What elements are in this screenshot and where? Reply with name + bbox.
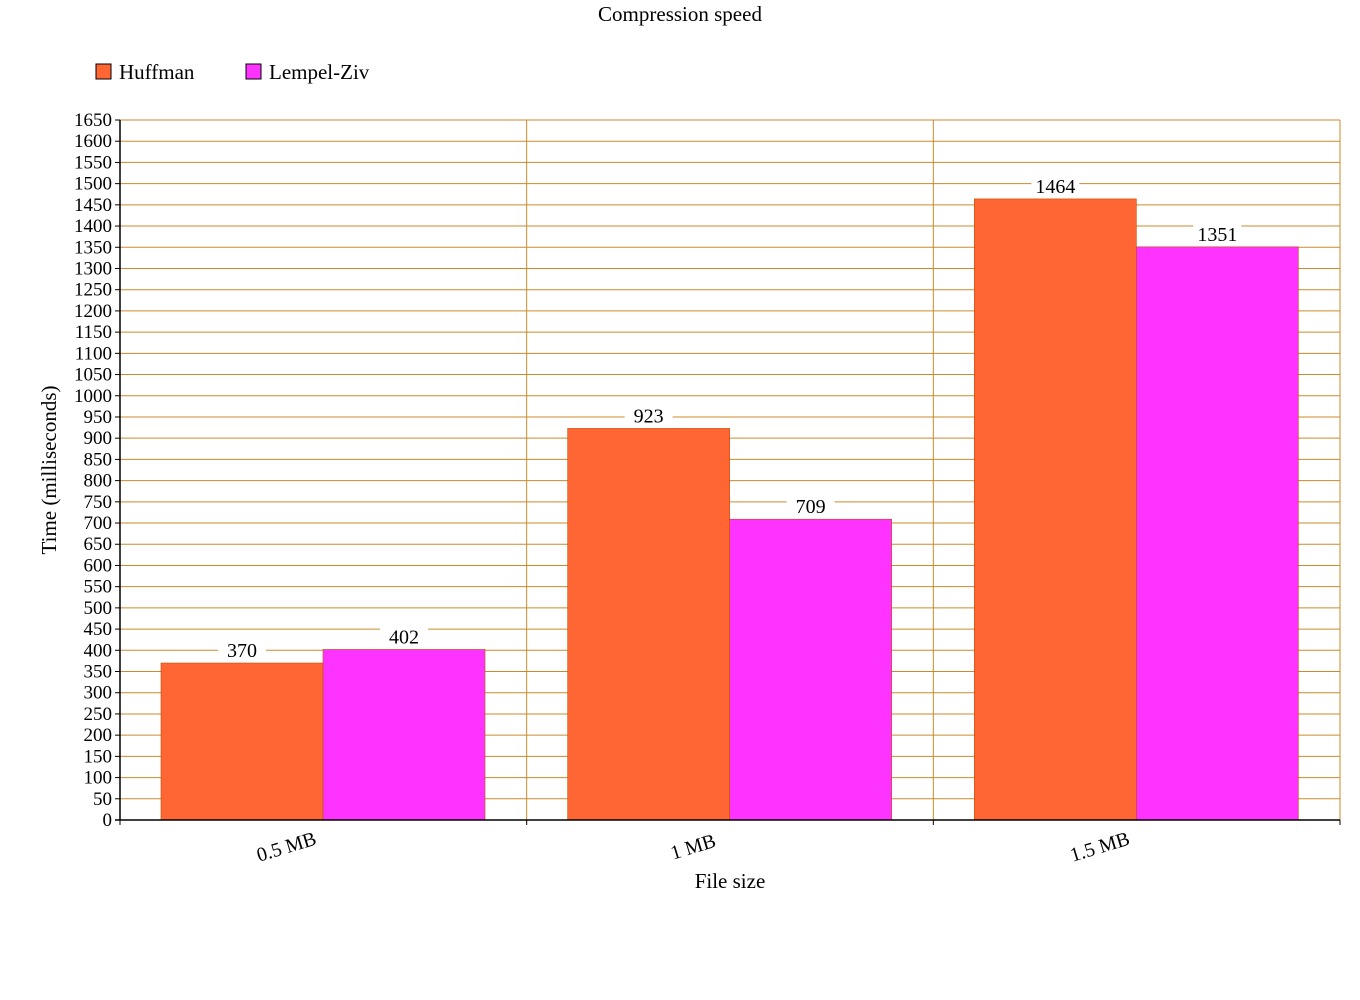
data-labels: 370 402 923 709 1464 1351 xyxy=(218,174,1242,662)
data-label-huffman-1: 923 xyxy=(634,405,664,427)
bar-huffman-2 xyxy=(974,198,1137,821)
y-tick-label-1300: 1300 xyxy=(74,258,112,279)
bar-lempel-ziv-1 xyxy=(729,518,892,821)
y-tick-label-1150: 1150 xyxy=(75,322,112,343)
data-label-huffman-2: 1464 xyxy=(1035,176,1075,198)
y-tick-label-250: 250 xyxy=(84,704,113,725)
x-axis-title: File size xyxy=(695,869,766,893)
y-tick-label-500: 500 xyxy=(84,598,113,619)
y-tick-label-800: 800 xyxy=(84,471,113,492)
data-label-bg-huffman-1 xyxy=(624,404,673,427)
y-tick-label-1650: 1650 xyxy=(74,110,112,131)
legend-item-huffman: Huffman xyxy=(95,60,195,84)
data-label-huffman-0: 370 xyxy=(227,640,257,662)
axes xyxy=(115,119,1341,825)
y-tick-label-200: 200 xyxy=(84,725,113,746)
y-tick-label-1400: 1400 xyxy=(74,216,112,237)
y-tick-label-1200: 1200 xyxy=(74,301,112,322)
chart-title: Compression speed xyxy=(598,2,762,26)
y-tick-label-950: 950 xyxy=(84,407,113,428)
bar-lempel-ziv-0 xyxy=(322,649,486,821)
y-tick-label-1000: 1000 xyxy=(74,386,112,407)
y-tick-label-1050: 1050 xyxy=(74,365,112,386)
y-tick-label-1450: 1450 xyxy=(74,195,112,216)
x-tick-label-1: 1 MB xyxy=(668,830,719,865)
y-tick-label-1500: 1500 xyxy=(74,174,112,195)
y-tick-label-1550: 1550 xyxy=(74,152,112,173)
data-label-bg-huffman-2 xyxy=(1031,174,1080,197)
data-label-lempel-ziv-1: 709 xyxy=(796,496,826,518)
x-tick-labels: 0.5 MB 1 MB 1.5 MB xyxy=(254,828,1132,867)
data-label-bg-huffman-0 xyxy=(218,639,266,662)
data-label-bg-lempel-ziv-1 xyxy=(786,495,835,518)
y-tick-label-900: 900 xyxy=(84,428,113,449)
y-tick-label-400: 400 xyxy=(84,640,113,661)
x-tick-label-2: 1.5 MB xyxy=(1067,828,1132,867)
y-tick-label-750: 750 xyxy=(84,492,113,513)
bar-huffman-1 xyxy=(567,428,730,821)
y-tick-label-550: 550 xyxy=(84,577,113,598)
data-label-lempel-ziv-0: 402 xyxy=(389,626,419,648)
data-label-bg-lempel-ziv-0 xyxy=(380,625,428,648)
data-label-lempel-ziv-2: 1351 xyxy=(1197,224,1237,246)
legend-item-lempel-ziv: Lempel-Ziv xyxy=(245,60,370,84)
y-tick-label-600: 600 xyxy=(84,555,113,576)
y-axis-title: Time (milliseconds) xyxy=(37,386,61,555)
y-tick-label-450: 450 xyxy=(84,619,113,640)
legend: Huffman Lempel-Ziv xyxy=(95,60,370,84)
y-tick-label-50: 50 xyxy=(93,789,112,810)
bar-huffman-0 xyxy=(160,662,324,821)
y-tick-labels: 0501001502002503003504004505005506006507… xyxy=(74,110,112,831)
legend-label-huffman: Huffman xyxy=(119,60,195,84)
y-tick-label-850: 850 xyxy=(84,449,113,470)
x-tick-label-0: 0.5 MB xyxy=(254,828,319,867)
bar-lempel-ziv-2 xyxy=(1136,246,1299,821)
y-tick-label-650: 650 xyxy=(84,534,113,555)
y-tick-label-1600: 1600 xyxy=(74,131,112,152)
legend-swatch-huffman xyxy=(95,63,112,80)
y-tick-label-1350: 1350 xyxy=(74,237,112,258)
y-tick-label-0: 0 xyxy=(103,810,113,831)
bars xyxy=(160,198,1299,821)
y-tick-label-700: 700 xyxy=(84,513,113,534)
y-tick-label-100: 100 xyxy=(84,768,113,789)
legend-label-lempel-ziv: Lempel-Ziv xyxy=(269,60,370,84)
y-tick-label-350: 350 xyxy=(84,662,113,683)
y-tick-label-300: 300 xyxy=(84,683,113,704)
legend-swatch-lempel-ziv xyxy=(245,63,262,80)
y-tick-label-1250: 1250 xyxy=(74,280,112,301)
data-label-bg-lempel-ziv-2 xyxy=(1193,222,1242,245)
y-tick-label-150: 150 xyxy=(84,746,113,767)
y-tick-label-1100: 1100 xyxy=(75,343,112,364)
